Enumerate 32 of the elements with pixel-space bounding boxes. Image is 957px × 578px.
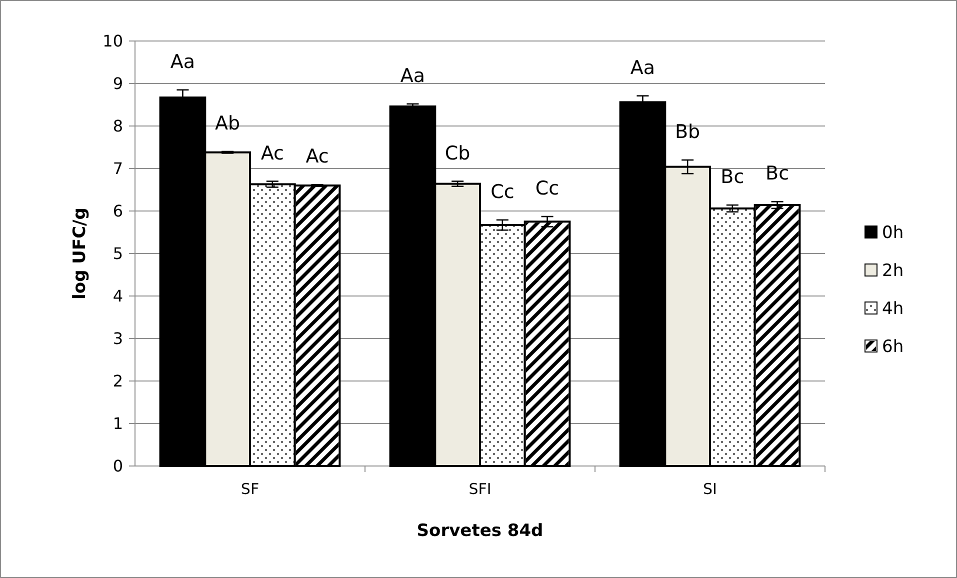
legend-label: 4h xyxy=(882,298,904,319)
y-tick-label: 1 xyxy=(112,414,123,434)
data-label: Cb xyxy=(444,142,470,164)
y-tick-label: 6 xyxy=(112,202,123,221)
y-tick-label: 9 xyxy=(112,74,123,94)
y-axis-title: log UFC/g xyxy=(70,208,90,300)
x-tick-label: SF xyxy=(240,480,260,498)
y-tick-label: 5 xyxy=(112,244,123,264)
legend-label: 2h xyxy=(882,260,904,281)
data-label: Bc xyxy=(720,166,744,188)
legend-label: 6h xyxy=(882,336,904,357)
data-label: Cc xyxy=(490,180,514,203)
data-label: Cc xyxy=(535,178,560,200)
data-label: Ac xyxy=(260,142,284,164)
data-label: Bc xyxy=(766,162,790,185)
y-tick-label: 4 xyxy=(112,286,123,306)
y-tick-label: 0 xyxy=(112,456,123,476)
x-tick-label: SI xyxy=(703,480,717,498)
data-label: Bb xyxy=(675,121,700,143)
x-tick-label: SFI xyxy=(468,480,492,498)
x-axis-title: Sorvetes 84d xyxy=(416,521,544,541)
y-tick-label: 7 xyxy=(112,159,123,178)
data-label: Ab xyxy=(215,112,240,134)
y-tick-label: 8 xyxy=(112,116,123,136)
data-label: Aa xyxy=(400,64,426,87)
y-tick-label: 2 xyxy=(112,372,123,391)
data-label: Aa xyxy=(630,56,656,79)
y-tick-label: 3 xyxy=(112,329,123,348)
data-label: Aa xyxy=(170,50,196,73)
legend-label: 0h xyxy=(882,222,904,243)
data-label: Ac xyxy=(306,146,329,168)
y-tick-label: 10 xyxy=(102,32,123,51)
